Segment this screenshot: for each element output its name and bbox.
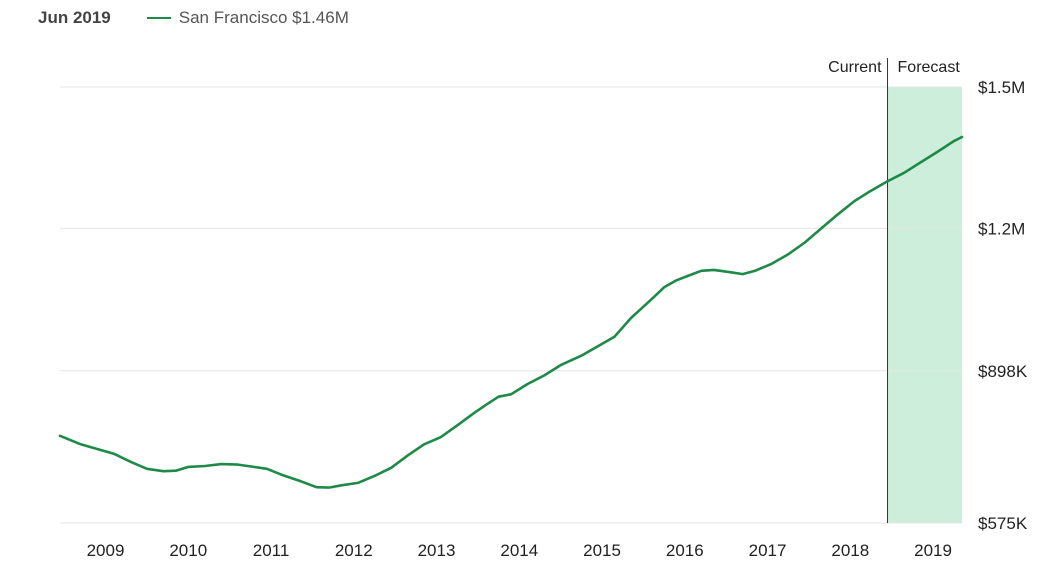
forecast-region bbox=[887, 87, 962, 523]
y-tick-label: $575K bbox=[978, 514, 1028, 533]
y-tick-label: $898K bbox=[978, 362, 1028, 381]
x-tick-label: 2015 bbox=[583, 541, 621, 560]
legend-series-label: San Francisco $1.46M bbox=[178, 8, 349, 27]
series-line-san-francisco bbox=[58, 135, 964, 489]
y-tick-label: $1.2M bbox=[978, 219, 1025, 238]
current-label: Current bbox=[828, 59, 882, 76]
forecast-label: Forecast bbox=[898, 59, 961, 76]
x-tick-label: 2016 bbox=[666, 541, 704, 560]
x-tick-label: 2014 bbox=[500, 541, 538, 560]
legend-line-swatch bbox=[146, 17, 171, 19]
x-tick-label: 2013 bbox=[418, 541, 456, 560]
legend-date: Jun 2019 bbox=[38, 8, 111, 27]
x-tick-label: 2018 bbox=[831, 541, 869, 560]
x-tick-label: 2010 bbox=[169, 541, 207, 560]
x-tick-label: 2009 bbox=[87, 541, 125, 560]
x-tick-label: 2011 bbox=[253, 541, 290, 560]
legend: Jun 2019 San Francisco $1.46M bbox=[38, 6, 349, 30]
x-tick-label: 2012 bbox=[335, 541, 373, 560]
y-tick-label: $1.5M bbox=[978, 78, 1025, 97]
x-tick-label: 2019 bbox=[914, 541, 952, 560]
x-tick-label: 2017 bbox=[749, 541, 787, 560]
